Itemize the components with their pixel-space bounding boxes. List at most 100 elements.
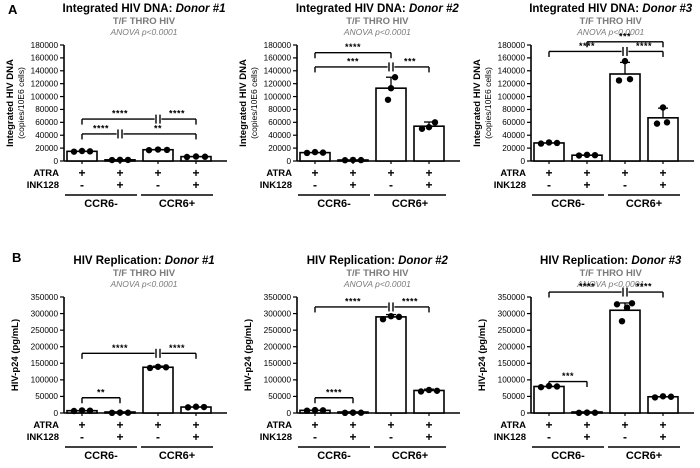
y-tick-label: 100000 xyxy=(264,92,292,101)
treatment-sign: + xyxy=(621,418,628,432)
data-point xyxy=(583,151,590,159)
y-tick-label: 250000 xyxy=(497,326,525,335)
data-point xyxy=(553,383,560,390)
data-point xyxy=(154,146,162,153)
y-tick-label: 60000 xyxy=(35,118,58,127)
treatment-sign: + xyxy=(545,166,552,180)
treatment-row-label: ATRA xyxy=(500,420,526,431)
significance-stars: *** xyxy=(562,371,574,381)
data-point xyxy=(537,140,544,147)
panel-title-prefix: Integrated HIV DNA: xyxy=(62,3,176,15)
y-axis-sublabel: (copies/10E6 cells) xyxy=(483,67,493,139)
data-point xyxy=(537,383,544,391)
data-point xyxy=(146,364,154,372)
treatment-sign: + xyxy=(583,166,590,180)
panel-title-donor: Donor #1 xyxy=(175,3,226,15)
panel-title-prefix: HIV Replication: xyxy=(540,255,632,267)
treatment-sign: + xyxy=(192,430,199,444)
treatment-sign: + xyxy=(426,166,433,180)
data-point xyxy=(70,148,78,155)
treatment-sign: - xyxy=(547,430,551,444)
data-point xyxy=(124,409,132,416)
data-point xyxy=(553,139,560,147)
bar-chart-a3: 0 20000 40000 60000 80000 100000 120000 140000 1… xyxy=(472,31,694,210)
panel-a1: Integrated HIV DNA: Donor #1 T/F THRO HI… xyxy=(0,0,233,234)
panel-a2-titleblock: Integrated HIV DNA: Donor #2 T/F THRO HI… xyxy=(289,3,465,37)
panel-letter-a: A xyxy=(8,2,18,17)
data-point xyxy=(426,386,433,394)
data-point xyxy=(621,57,628,65)
treatment-sign: + xyxy=(116,166,123,180)
significance-stars: **** xyxy=(326,387,342,397)
significance-break-gap xyxy=(154,114,162,124)
panel-anova-note: ANOVA p<0.0001 xyxy=(577,279,645,289)
panel-b2-titleblock: HIV Replication: Donor #2 T/F THRO HIV A… xyxy=(289,255,465,289)
panel-title-donor: Donor #3 xyxy=(642,3,693,15)
y-axis-label: HIV-p24 (pg/mL) xyxy=(243,319,254,391)
group-label: CCR6+ xyxy=(159,198,195,210)
treatment-sign: + xyxy=(78,166,85,180)
y-tick-label: 100000 xyxy=(31,92,59,101)
y-tick-label: 60000 xyxy=(502,118,525,127)
significance-stars: *** xyxy=(404,56,416,66)
y-tick-label: 0 xyxy=(53,409,58,418)
data-point xyxy=(626,75,633,83)
treatment-row-label: ATRA xyxy=(500,168,526,179)
y-tick-label: 20000 xyxy=(269,144,292,153)
data-point xyxy=(192,403,200,410)
treatment-row-label: INK128 xyxy=(493,432,525,443)
panel-b1: HIV Replication: Donor #1 T/F THRO HIV A… xyxy=(0,234,233,468)
y-tick-label: 0 xyxy=(520,157,525,166)
significance-stars: **** xyxy=(169,109,185,119)
treatment-sign: - xyxy=(623,430,627,444)
bar-chart-a1: 0 20000 40000 60000 80000 100000 120000 140000 1… xyxy=(5,41,227,210)
y-axis-label: HIV-p24 (pg/mL) xyxy=(10,319,21,391)
treatment-sign: + xyxy=(192,166,199,180)
panel-anova-note: ANOVA p<0.0001 xyxy=(343,27,411,37)
data-point xyxy=(653,120,660,127)
data-point xyxy=(183,153,191,161)
y-tick-label: 350000 xyxy=(497,293,525,302)
panel-title-prefix: Integrated HIV DNA: xyxy=(295,3,409,15)
data-point xyxy=(304,149,311,157)
treatment-sign: + xyxy=(583,430,590,444)
treatment-sign: + xyxy=(659,166,666,180)
data-point xyxy=(124,156,132,164)
treatment-row-label: ATRA xyxy=(33,420,59,431)
panel-letter-b: B xyxy=(12,250,22,265)
bar-chart-b2: 0 50000 100000 150000 200000 250000 300000 3500… xyxy=(243,293,461,462)
treatment-row-label: ATRA xyxy=(267,168,293,179)
data-point xyxy=(651,394,658,401)
significance-stars: ** xyxy=(154,123,162,133)
y-tick-label: 180000 xyxy=(31,41,59,50)
y-tick-label: 350000 xyxy=(264,293,292,302)
treatment-sign: + xyxy=(659,418,666,432)
data-point xyxy=(663,119,670,126)
data-point xyxy=(304,407,311,414)
treatment-row-label: ATRA xyxy=(33,168,59,179)
bar xyxy=(532,142,565,162)
treatment-sign: + xyxy=(388,166,395,180)
y-tick-label: 40000 xyxy=(502,131,525,140)
treatment-sign: + xyxy=(426,178,433,192)
panel-b1-titleblock: HIV Replication: Donor #1 T/F THRO HIV A… xyxy=(56,255,232,289)
y-tick-label: 80000 xyxy=(269,105,292,114)
y-tick-label: 40000 xyxy=(269,131,292,140)
panel-title: Integrated HIV DNA: Donor #1 xyxy=(56,3,232,16)
data-point xyxy=(613,301,620,308)
y-tick-label: 300000 xyxy=(31,309,59,318)
y-tick-label: 160000 xyxy=(497,54,525,63)
treatment-sign: + xyxy=(154,418,161,432)
data-point xyxy=(659,393,666,400)
panel-title-prefix: HIV Replication: xyxy=(306,255,399,267)
treatment-sign: + xyxy=(659,178,666,192)
significance-stars: **** xyxy=(112,343,128,353)
y-tick-label: 150000 xyxy=(497,359,525,368)
y-axis-sublabel: (copies/10E6 cells) xyxy=(249,67,259,139)
significance-stars: **** xyxy=(579,41,595,51)
data-point xyxy=(78,407,86,414)
data-point xyxy=(108,409,116,417)
y-tick-label: 350000 xyxy=(31,293,59,302)
